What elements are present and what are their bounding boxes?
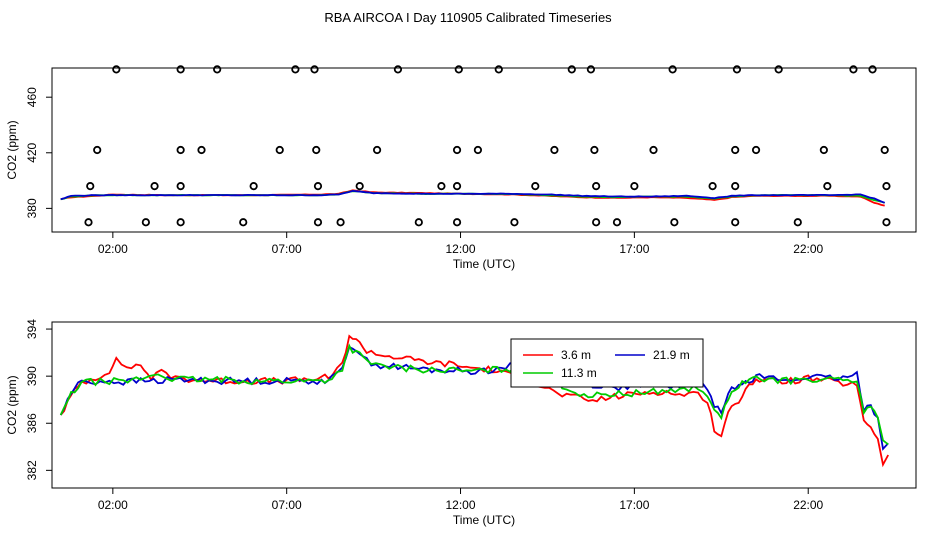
y-tick-label: 420: [25, 142, 39, 162]
calibration-point: [670, 218, 679, 227]
calibration-point: [550, 145, 559, 155]
calibration-point: [310, 65, 319, 74]
legend-label: 21.9 m: [653, 348, 690, 362]
series-line-2: [59, 343, 889, 446]
x-axis-label: Time (UTC): [453, 513, 515, 527]
y-tick-label: 386: [25, 413, 39, 433]
calibration-point: [213, 65, 222, 74]
calibration-point: [731, 218, 740, 227]
calibration-point: [793, 218, 802, 227]
calibration-point: [176, 218, 185, 227]
calibration-point: [510, 218, 519, 227]
calibration-point: [882, 218, 891, 227]
series-line-2: [60, 189, 886, 204]
calibration-point: [452, 182, 462, 191]
calibration-point: [649, 145, 658, 155]
co2-timeseries-panel: 02:00 07:00 12:00 17:00 22:00 Time (UTC) 382 38…: [5, 319, 917, 527]
calibration-point: [732, 65, 742, 74]
x-tick-label: 17:00: [619, 242, 649, 256]
plot-area: [60, 189, 886, 207]
calibration-point: [176, 182, 185, 191]
plot-area: [59, 334, 889, 468]
x-tick-label: 12:00: [446, 242, 476, 256]
legend-box: [510, 338, 704, 388]
calibration-point: [567, 65, 576, 74]
calibration-point: [176, 145, 185, 155]
calibration-point: [86, 182, 95, 191]
calibration-point: [823, 182, 832, 191]
calibration-point: [473, 145, 483, 155]
calibration-point: [452, 145, 462, 155]
x-tick-label: 22:00: [793, 498, 823, 512]
calibration-point: [239, 218, 248, 227]
calibration-point: [882, 182, 891, 191]
y-axis-label: CO2 (ppm): [5, 120, 19, 179]
y-tick-label: 390: [25, 366, 39, 386]
calibration-point: [774, 65, 783, 74]
calibration-point: [880, 145, 889, 155]
y-axis-label: CO2 (ppm): [5, 375, 19, 434]
calibration-point: [751, 145, 761, 155]
legend: 3.6 m 21.9 m 11.3 m: [510, 338, 704, 388]
calibration-point: [592, 218, 601, 227]
calibration-point: [612, 218, 622, 227]
calibration-point: [275, 145, 284, 155]
calibration-point: [630, 182, 639, 191]
calibration-point: [437, 182, 446, 191]
calibration-point: [531, 182, 540, 191]
plot-frame: [51, 67, 917, 233]
calibration-point: [849, 65, 858, 74]
calibration-point: [372, 145, 382, 155]
calibration-point: [336, 218, 345, 227]
x-tick-label: 02:00: [98, 498, 128, 512]
series-line-1: [59, 345, 889, 451]
calibration-point: [592, 182, 601, 191]
calibration-point: [141, 218, 150, 227]
calibration-point: [93, 145, 102, 155]
x-tick-label: 02:00: [98, 242, 128, 256]
calibration-point: [731, 145, 740, 155]
calibration-point: [291, 65, 300, 74]
calibration-point: [313, 218, 323, 227]
calibration-point: [112, 65, 121, 74]
legend-label: 11.3 m: [561, 366, 597, 380]
calibration-point: [249, 182, 258, 191]
calibration-point: [355, 182, 364, 191]
calibration-point: [708, 182, 717, 191]
plot-frame: [51, 321, 917, 489]
x-axis-label: Time (UTC): [453, 257, 515, 271]
calibration-point: [868, 65, 877, 74]
series-line-0: [60, 334, 889, 468]
calibration-point: [452, 218, 462, 227]
calibration-point: [590, 145, 599, 155]
calibration-point: [668, 65, 677, 74]
calibration-point: [414, 218, 423, 227]
calibration-panel: 02:00 07:00 12:00 17:00 22:00 Time (UTC) 380 42…: [5, 65, 917, 271]
y-tick-label: 394: [25, 319, 39, 339]
calibration-point: [150, 182, 159, 191]
calibration-point: [313, 182, 323, 191]
calibration-point: [731, 182, 740, 191]
x-tick-label: 07:00: [272, 242, 302, 256]
calibration-point: [84, 218, 93, 227]
y-tick-label: 380: [25, 198, 39, 218]
legend-label: 3.6 m: [561, 348, 591, 362]
x-tick-label: 12:00: [446, 498, 476, 512]
y-tick-label: 382: [25, 460, 39, 480]
figure-title: RBA AIRCOA I Day 110905 Calibrated Times…: [324, 10, 612, 25]
calibration-point: [176, 65, 185, 74]
calibration-point: [312, 145, 321, 155]
calibration-point: [494, 65, 503, 74]
calibration-point: [586, 65, 596, 74]
calibration-point: [454, 65, 463, 74]
x-tick-label: 22:00: [793, 242, 823, 256]
calibration-point: [393, 65, 403, 74]
x-tick-label: 17:00: [619, 498, 649, 512]
calibration-point: [197, 145, 206, 155]
y-tick-label: 460: [25, 87, 39, 107]
calibration-point: [819, 145, 828, 155]
series-line-0: [60, 189, 885, 207]
x-tick-label: 07:00: [272, 498, 302, 512]
